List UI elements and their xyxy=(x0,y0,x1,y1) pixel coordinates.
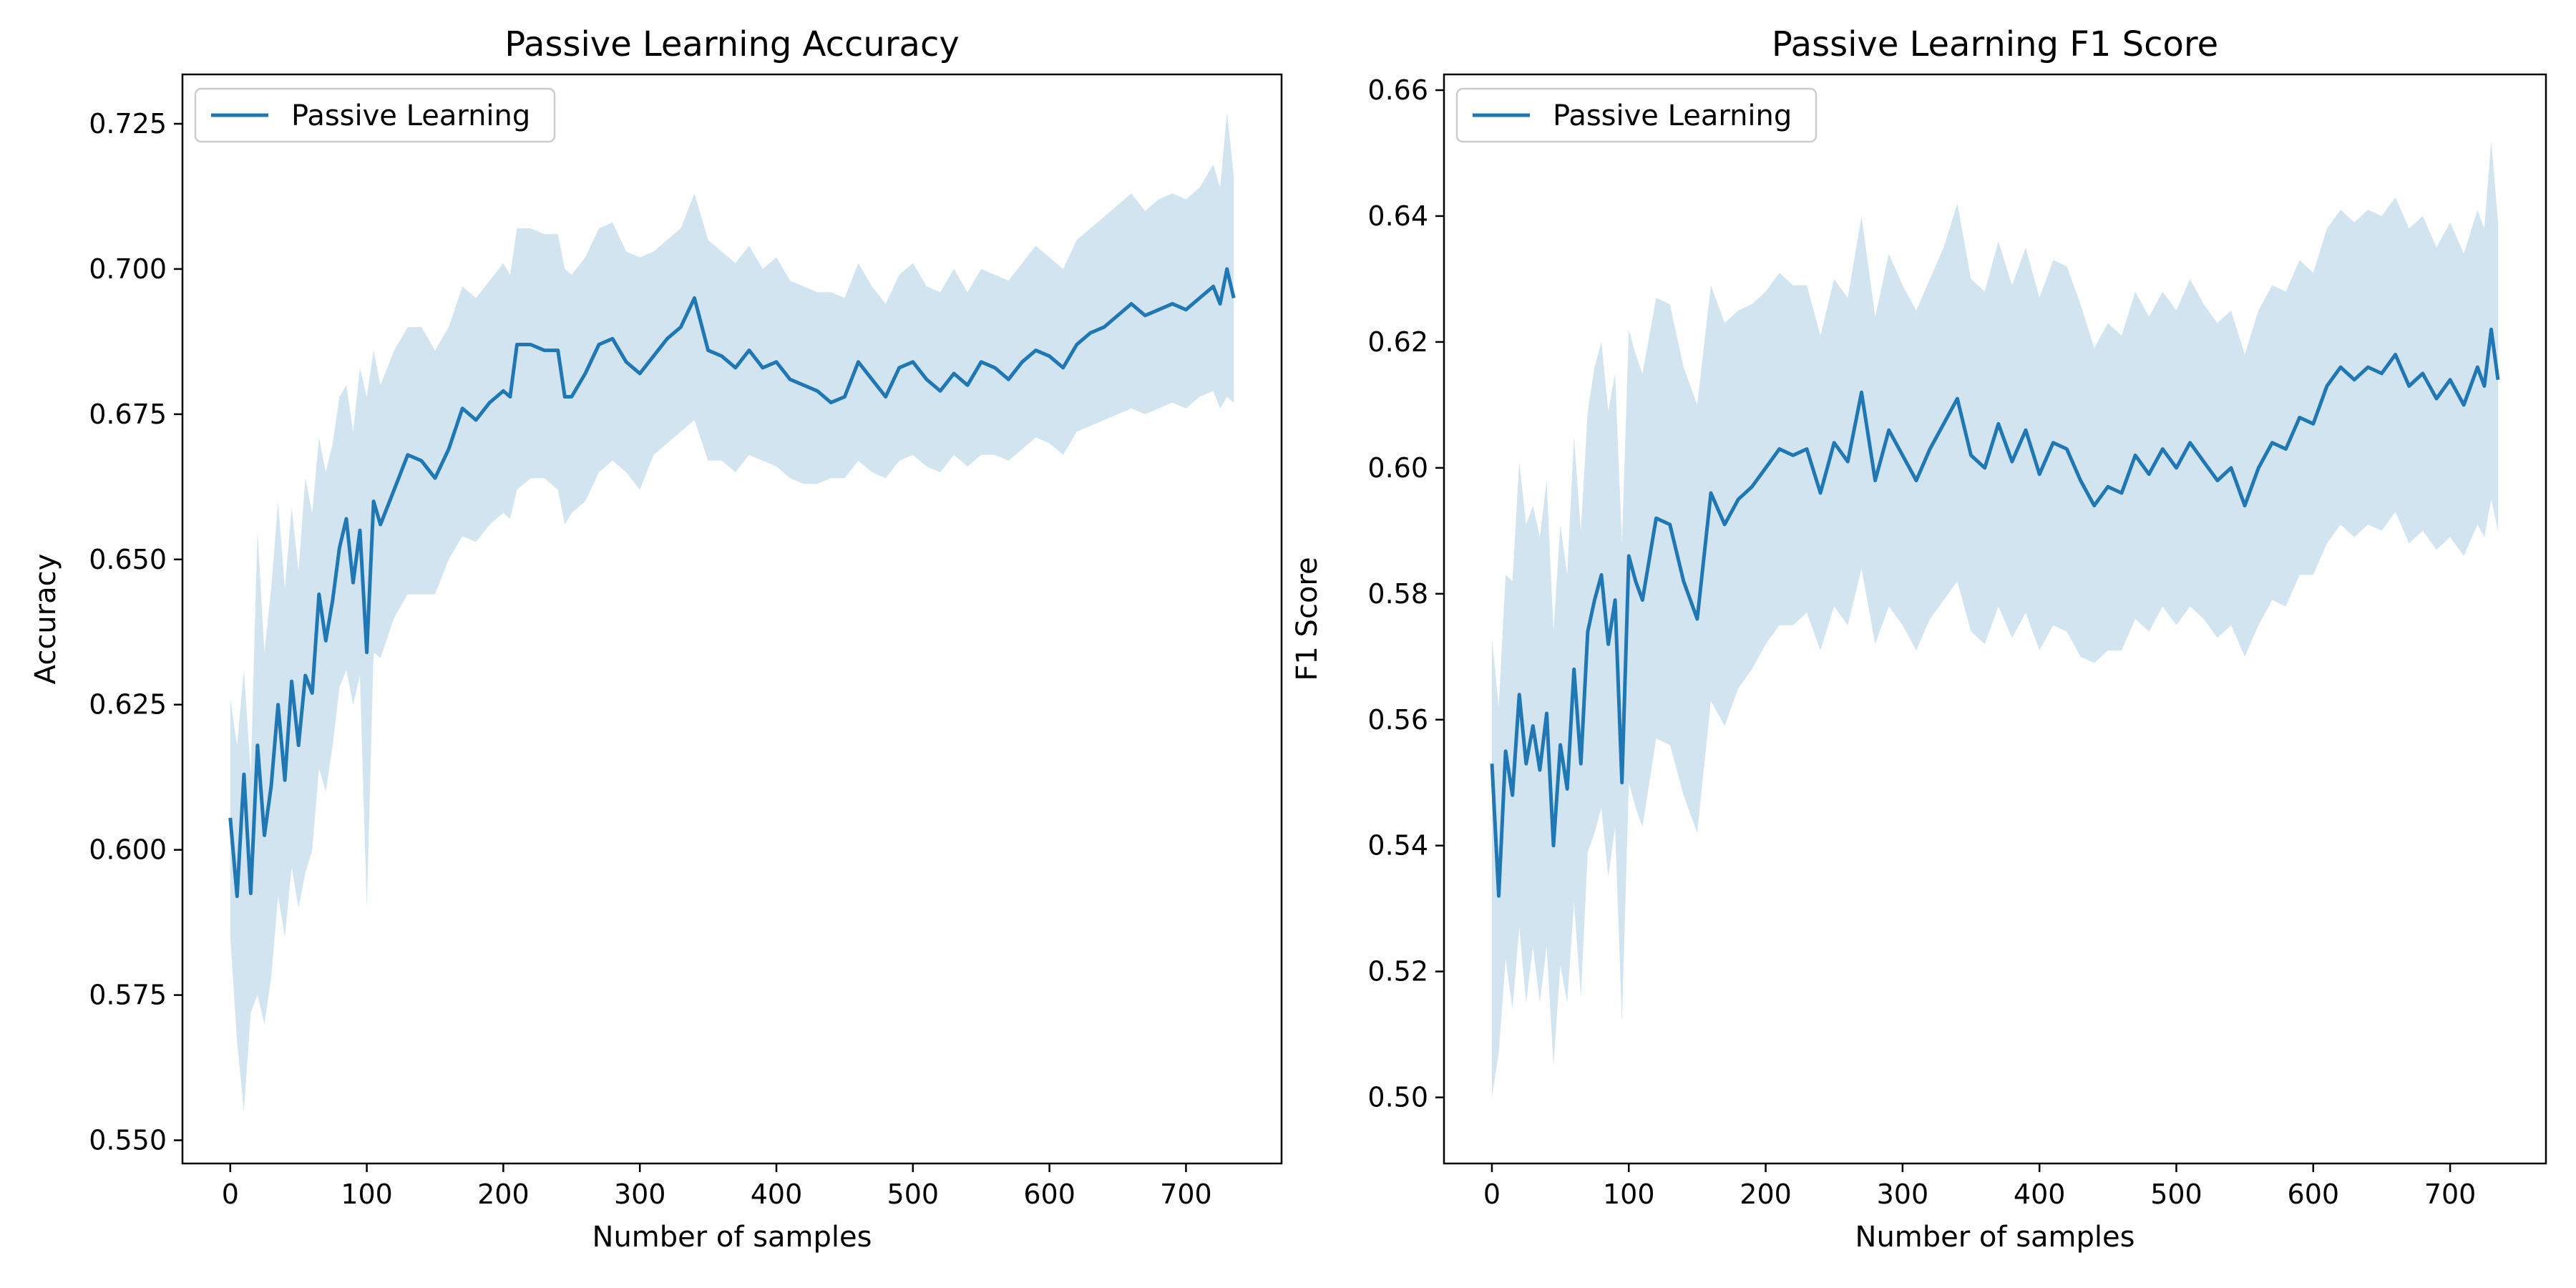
f1-legend-label: Passive Learning xyxy=(1553,99,1792,132)
accuracy-chart-panel: 0 100 200 300 400 500 600 700 0.5500.5750.6000.… xyxy=(29,24,1283,1254)
f1-axes-frame xyxy=(1443,73,2547,1165)
f1-y-tick-label: 0.64 xyxy=(1367,200,1428,232)
f1-y-tick-label: 0.52 xyxy=(1367,956,1428,987)
accuracy-x-tick-label: 100 xyxy=(341,1179,393,1210)
f1-x-axis-label: Number of samples xyxy=(1855,1221,2135,1254)
f1-x-axis: 0 100 200 300 400 500 600 700 xyxy=(1483,1163,2476,1210)
accuracy-x-tick-label: 500 xyxy=(887,1179,940,1210)
accuracy-axes-frame xyxy=(181,73,1283,1165)
accuracy-legend-label: Passive Learning xyxy=(291,99,530,132)
f1-x-tick-label: 100 xyxy=(1603,1179,1655,1210)
accuracy-x-axis-label: Number of samples xyxy=(592,1221,872,1254)
accuracy-x-tick-label: 300 xyxy=(614,1179,666,1210)
accuracy-chart-title: Passive Learning Accuracy xyxy=(504,24,960,64)
accuracy-x-tick-label: 700 xyxy=(1160,1179,1212,1210)
f1-y-tick-label: 0.60 xyxy=(1367,452,1428,484)
accuracy-x-tick-label: 200 xyxy=(477,1179,530,1210)
accuracy-x-axis: 0 100 200 300 400 500 600 700 xyxy=(222,1163,1212,1210)
accuracy-legend: Passive Learning xyxy=(194,87,556,143)
f1-y-tick-label: 0.66 xyxy=(1367,74,1428,106)
f1-y-tick-label: 0.58 xyxy=(1367,578,1428,610)
f1-x-tick-label: 200 xyxy=(1740,1179,1792,1210)
f1-y-axis-label: F1 Score xyxy=(1291,557,1324,680)
accuracy-y-tick-label: 0.625 xyxy=(89,689,167,721)
accuracy-y-tick-label: 0.575 xyxy=(89,980,167,1011)
accuracy-y-tick-label: 0.700 xyxy=(89,253,167,285)
accuracy-y-tick-label: 0.650 xyxy=(89,544,167,575)
accuracy-y-axis-label: Accuracy xyxy=(29,554,62,685)
f1-x-tick-label: 300 xyxy=(1877,1179,1929,1210)
f1-chart-title: Passive Learning F1 Score xyxy=(1772,24,2218,64)
accuracy-y-tick-label: 0.600 xyxy=(89,834,167,866)
accuracy-y-tick-label: 0.550 xyxy=(89,1125,167,1156)
f1-legend: Passive Learning xyxy=(1455,87,1818,143)
accuracy-y-tick-label: 0.725 xyxy=(89,108,167,140)
f1-y-axis: 0.50 0.52 0.54 0.56 0.58 0.60 0.62 0.64 0.66 xyxy=(1367,74,1444,1113)
f1-mean-line xyxy=(1490,327,2500,898)
f1-x-tick-label: 400 xyxy=(2014,1179,2066,1210)
f1-y-tick-label: 0.62 xyxy=(1367,326,1428,358)
f1-plot-area xyxy=(1490,140,2500,1098)
f1-y-tick-label: 0.50 xyxy=(1367,1082,1428,1113)
f1-x-tick-label: 0 xyxy=(1483,1179,1501,1210)
accuracy-y-tick-label: 0.675 xyxy=(89,399,167,430)
f1-y-tick-label: 0.54 xyxy=(1367,830,1428,862)
accuracy-plot-area xyxy=(228,112,1236,1111)
f1-x-tick-label: 700 xyxy=(2424,1179,2477,1210)
f1-x-tick-label: 500 xyxy=(2150,1179,2202,1210)
accuracy-x-tick-label: 0 xyxy=(222,1179,239,1210)
accuracy-x-tick-label: 600 xyxy=(1023,1179,1075,1210)
f1-chart-panel: 0 100 200 300 400 500 600 700 0.500.520.540.560… xyxy=(1291,24,2547,1254)
accuracy-legend-box xyxy=(194,87,556,143)
f1-y-tick-label: 0.56 xyxy=(1367,704,1428,736)
accuracy-x-tick-label: 400 xyxy=(751,1179,803,1210)
f1-legend-box xyxy=(1455,87,1818,143)
f1-confidence-band xyxy=(1492,140,2498,1098)
accuracy-y-axis: 0.550 0.575 0.600 0.625 0.650 0.675 0.700 0.725 xyxy=(89,108,182,1156)
accuracy-confidence-band xyxy=(230,112,1234,1111)
accuracy-mean-line xyxy=(228,267,1236,899)
f1-x-tick-label: 600 xyxy=(2288,1179,2340,1210)
